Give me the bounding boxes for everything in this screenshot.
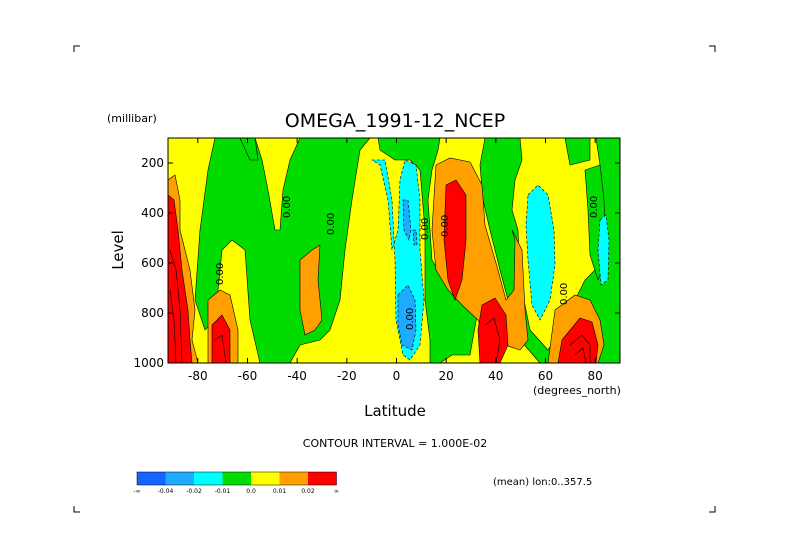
x-tick-label: 60 (538, 369, 553, 383)
legend-label: 0.02 (301, 488, 315, 495)
legend-label: -0.01 (215, 488, 231, 495)
contour-fill-green (564, 138, 591, 166)
x-tick-label: -20 (337, 369, 357, 383)
contour-fill-blue (402, 199, 412, 241)
annotation-text: (mean) lon:0..357.5 (493, 477, 592, 488)
legend-label: 0.01 (273, 488, 287, 495)
y-tick-label: 1000 (133, 356, 164, 370)
contour-label: 0.00 (589, 196, 600, 218)
y-axis-label: Level (109, 230, 127, 270)
contour-labels: 0.00 0.00 0.00 0.00 0.00 0.00 0.00 0.00 (215, 196, 600, 330)
contour-fill-blue (397, 284, 417, 351)
contour-label: 0.00 (326, 213, 337, 235)
y-tick-label: 200 (141, 156, 164, 170)
x-units-label: (degrees_north) (533, 384, 621, 397)
chart-title: OMEGA_1991-12_NCEP (285, 110, 505, 132)
contour-fill-red (443, 179, 467, 301)
legend-frame (136, 471, 337, 486)
contour-fill-green (194, 138, 371, 363)
contour-label: 0.00 (282, 196, 293, 218)
contour-fill-red (557, 317, 599, 363)
legend-label: -∞ (133, 488, 140, 495)
contour-label: 0.00 (215, 263, 226, 285)
legend-swatch (251, 472, 280, 485)
legend-label: 0.0 (246, 488, 256, 495)
contour-fill-cyan (597, 214, 610, 286)
legend-swatch (279, 472, 308, 485)
crop-marks (73, 45, 716, 513)
y-tick-label: 600 (141, 256, 164, 270)
legend-label: -0.04 (158, 488, 174, 495)
contour-fill-cyan (525, 184, 556, 321)
contour-fill-green (239, 138, 259, 161)
color-legend: -∞ -0.04 -0.02 -0.01 0.0 0.01 0.02 ∞ (133, 471, 339, 495)
plot-area (168, 138, 620, 363)
x-tick-label: 80 (588, 369, 603, 383)
contour-label: 0.00 (405, 308, 416, 330)
contour-label: 0.00 (420, 218, 431, 240)
legend-swatch (165, 472, 194, 485)
x-tick-label: 40 (488, 369, 503, 383)
x-tick-label: -60 (238, 369, 258, 383)
legend-swatch (137, 472, 166, 485)
contour-label: 0.00 (440, 215, 451, 237)
plot-frame (167, 137, 621, 364)
contour-label: 0.00 (559, 283, 570, 305)
contour-fill-red (211, 314, 231, 363)
x-tick-label: -80 (188, 369, 208, 383)
contour-interval-text: CONTOUR INTERVAL = 1.000E-02 (303, 437, 487, 450)
inner-contour-lines (169, 249, 591, 363)
x-tick-label: 20 (439, 369, 454, 383)
legend-label: -0.02 (186, 488, 202, 495)
legend-swatch (194, 472, 223, 485)
legend-swatch (308, 472, 337, 485)
legend-label: ∞ (334, 488, 339, 495)
contour-fill-red (477, 297, 509, 363)
y-axis: 200 400 600 800 1000 (133, 156, 620, 370)
x-axis: -80 -60 -40 -20 0 20 40 60 80 (188, 138, 603, 383)
legend-swatch (222, 472, 251, 485)
y-units-label: (millibar) (107, 112, 157, 125)
y-tick-label: 400 (141, 206, 164, 220)
contour-fill-blue (412, 229, 418, 246)
contour-fill-orange (299, 244, 323, 336)
y-tick-label: 800 (141, 306, 164, 320)
x-axis-label: Latitude (364, 402, 426, 420)
x-tick-label: -40 (287, 369, 307, 383)
x-tick-label: 0 (393, 369, 401, 383)
contour-fill-green (377, 138, 479, 363)
